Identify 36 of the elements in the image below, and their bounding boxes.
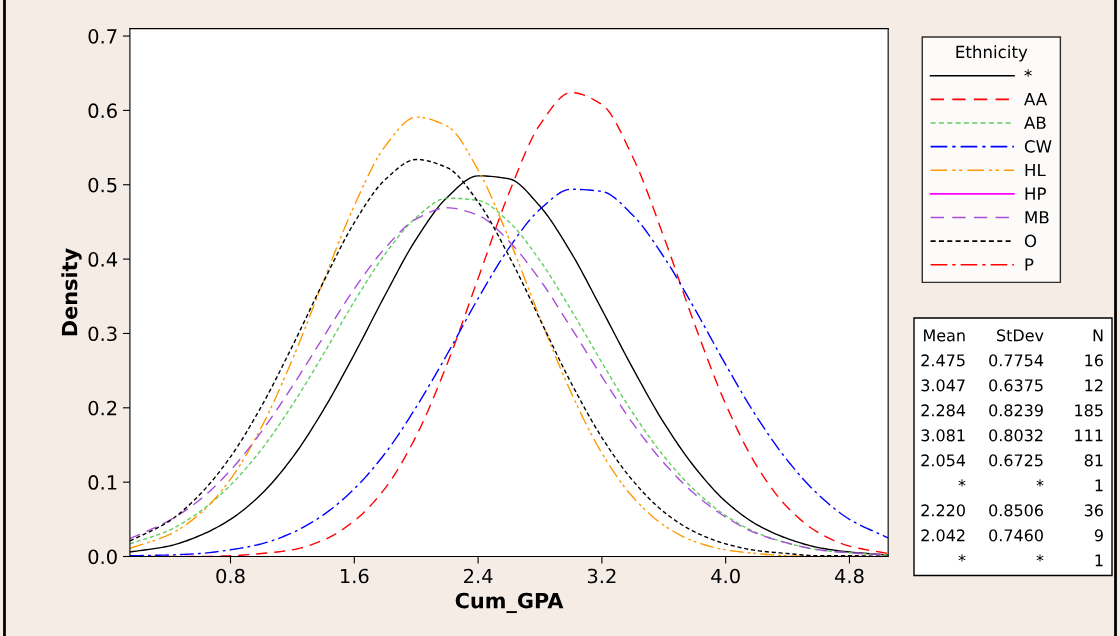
legend-label: * [1024, 69, 1032, 77]
y-tick-label: 0.2 [88, 400, 117, 416]
x-tick-label: 4.8 [834, 568, 864, 584]
text: Mean StDev N [924, 329, 1103, 342]
y-tick-label: 0.7 [88, 29, 117, 44]
y-axis-title: Density [61, 248, 82, 336]
x-tick-label: 3.2 [587, 568, 616, 584]
legend-label: O [1024, 234, 1037, 248]
legend-label: P [1025, 258, 1034, 271]
legend-label: AB [1024, 116, 1046, 129]
x-tick-label: 0.8 [216, 568, 245, 584]
y-tick-label: 0.3 [88, 326, 117, 342]
x-tick-label: 1.6 [340, 568, 369, 584]
text: 2.284 0.8239 185 [921, 404, 1103, 417]
legend-title: Ethnicity [956, 45, 1028, 62]
text: 3.081 0.8032 111 [921, 429, 1103, 442]
text: * * 1 [958, 554, 1103, 567]
legend-label: AA [1024, 93, 1048, 106]
x-axis-title: Cum_GPA [455, 592, 564, 614]
y-tick-label: 0.4 [88, 252, 118, 267]
legend-label: CW [1024, 140, 1052, 153]
legend-label: MB [1025, 211, 1049, 224]
legend-label: HP [1025, 187, 1046, 200]
x-tick-label: 4.0 [711, 568, 740, 584]
text: 3.047 0.6375 12 [921, 379, 1103, 392]
y-tick-label: 0.0 [88, 549, 117, 565]
x-tick-label: 2.4 [464, 568, 493, 584]
legend-label: HL [1025, 163, 1046, 177]
y-tick-label: 0.5 [88, 177, 117, 193]
text: 2.475 0.7754 16 [921, 354, 1103, 367]
y-tick-label: 0.1 [88, 475, 117, 490]
text: 2.042 0.7460 9 [921, 529, 1103, 542]
text: 2.054 0.6725 81 [921, 454, 1103, 467]
y-tick-label: 0.6 [88, 103, 117, 119]
text: 2.220 0.8506 36 [921, 504, 1103, 517]
text: * * 1 [958, 479, 1103, 492]
